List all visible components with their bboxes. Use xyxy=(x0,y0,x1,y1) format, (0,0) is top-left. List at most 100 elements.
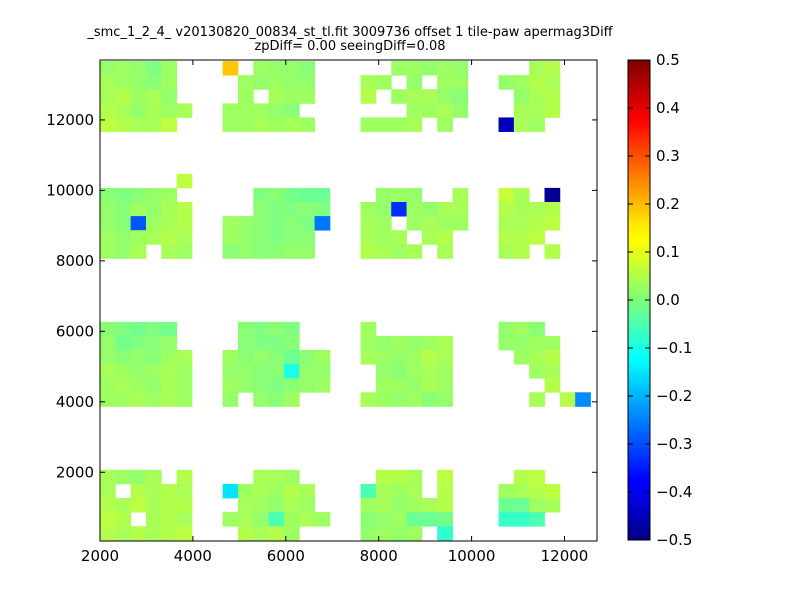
heatmap-cell xyxy=(437,378,453,393)
heatmap-cell xyxy=(360,526,377,541)
heatmap-cell xyxy=(161,230,178,245)
heatmap-cell xyxy=(283,103,300,118)
heatmap-cell xyxy=(391,526,407,541)
heatmap-cell xyxy=(406,103,423,118)
heatmap-cell xyxy=(498,498,515,513)
heatmap-cell xyxy=(513,350,530,365)
heatmap-cell xyxy=(544,202,561,217)
heatmap-cell xyxy=(406,244,423,259)
heatmap-cell xyxy=(283,512,300,527)
heatmap-cell xyxy=(529,230,545,245)
heatmap-cell xyxy=(391,89,407,104)
heatmap-cell xyxy=(498,335,515,351)
heatmap-cell xyxy=(452,202,469,217)
heatmap-cell xyxy=(437,216,453,231)
heatmap-cell xyxy=(406,364,423,379)
heatmap-cell xyxy=(375,244,392,259)
heatmap-cell xyxy=(544,216,561,231)
heatmap-cell xyxy=(498,216,515,231)
heatmap-cell xyxy=(222,392,239,407)
heatmap-cell xyxy=(145,483,162,499)
heatmap-cell xyxy=(391,187,407,203)
heatmap-cell xyxy=(360,335,377,351)
heatmap-cell xyxy=(544,61,561,76)
heatmap-cell xyxy=(222,230,239,245)
heatmap-cell xyxy=(253,526,270,541)
heatmap-cell xyxy=(498,75,515,90)
heatmap-cell xyxy=(437,103,453,118)
heatmap-cell xyxy=(100,364,116,379)
heatmap-cell xyxy=(559,392,576,407)
heatmap-cell xyxy=(115,378,132,393)
heatmap-cell xyxy=(529,103,545,118)
heatmap-cell xyxy=(391,498,407,513)
heatmap-cell xyxy=(421,103,438,118)
heatmap-cell xyxy=(222,483,239,499)
heatmap-cell xyxy=(268,512,285,527)
heatmap-cell xyxy=(283,378,300,393)
colorbar-tick-label: −0.2 xyxy=(656,387,692,405)
heatmap-cell xyxy=(100,61,116,76)
heatmap-cell xyxy=(360,483,377,499)
heatmap-cell xyxy=(375,526,392,541)
heatmap-cell xyxy=(130,498,147,513)
y-tick-label: 10000 xyxy=(46,181,94,199)
heatmap-cell xyxy=(498,244,515,259)
heatmap-cell xyxy=(222,61,239,76)
heatmap-cell xyxy=(283,230,300,245)
heatmap-cell xyxy=(544,103,561,118)
heatmap-cell xyxy=(391,364,407,379)
heatmap-cell xyxy=(268,526,285,541)
heatmap-cell xyxy=(145,392,162,407)
heatmap-cell xyxy=(406,117,423,132)
heatmap-cell xyxy=(115,321,132,337)
heatmap-cell xyxy=(283,364,300,379)
heatmap-cell xyxy=(145,378,162,393)
heatmap-cell xyxy=(452,89,469,104)
heatmap-cell xyxy=(498,187,515,203)
heatmap-cell xyxy=(130,335,147,351)
heatmap-cell xyxy=(375,350,392,365)
heatmap-cell xyxy=(115,526,132,541)
heatmap-cell xyxy=(513,321,530,337)
heatmap-cell xyxy=(161,103,178,118)
heatmap-cell xyxy=(130,216,147,231)
heatmap-cell xyxy=(161,526,178,541)
heatmap-cell xyxy=(253,350,270,365)
chart-title-block: _smc_1_2_4_ v20130820_00834_st_tl.fit 30… xyxy=(0,26,700,54)
heatmap-cell xyxy=(115,512,132,527)
heatmap-cell xyxy=(100,202,116,217)
heatmap-cell xyxy=(513,512,530,527)
heatmap-cell xyxy=(391,61,407,76)
heatmap-cell xyxy=(100,244,116,259)
heatmap-cell xyxy=(253,483,270,499)
heatmap-cell xyxy=(130,187,147,203)
heatmap-cell xyxy=(299,216,315,231)
heatmap-cell xyxy=(237,526,254,541)
heatmap-cell xyxy=(391,244,407,259)
heatmap-cell xyxy=(283,483,300,499)
heatmap-cell xyxy=(437,392,453,407)
heatmap-cell xyxy=(529,216,545,231)
heatmap-cell xyxy=(176,230,193,245)
heatmap-cell xyxy=(176,103,193,118)
heatmap-cell xyxy=(130,526,147,541)
colorbar-tick-label: 0.5 xyxy=(656,51,680,69)
heatmap-cell xyxy=(130,392,147,407)
heatmap-cell xyxy=(268,75,285,90)
heatmap-cell xyxy=(314,378,331,393)
heatmap-cell xyxy=(437,202,453,217)
heatmap-cell xyxy=(283,202,300,217)
heatmap-cell xyxy=(237,216,254,231)
heatmap-cell xyxy=(391,202,407,217)
heatmap-cell xyxy=(299,117,315,132)
heatmap-cell xyxy=(283,321,300,337)
colorbar: 0.5 0.4 0.3 0.2 0.1 0.0 −0.1 −0.2 −0.3 −0.4 −0.5 xyxy=(627,51,692,549)
heatmap-cell xyxy=(222,117,239,132)
heatmap-cell xyxy=(421,230,438,245)
axes-layer: 2000 4000 6000 8000 10000 12000 2000 4000 6000 80… xyxy=(46,59,598,565)
heatmap-cell xyxy=(115,61,132,76)
heatmap-cell xyxy=(161,364,178,379)
heatmap-cell xyxy=(161,75,178,90)
heatmap-cell xyxy=(222,244,239,259)
